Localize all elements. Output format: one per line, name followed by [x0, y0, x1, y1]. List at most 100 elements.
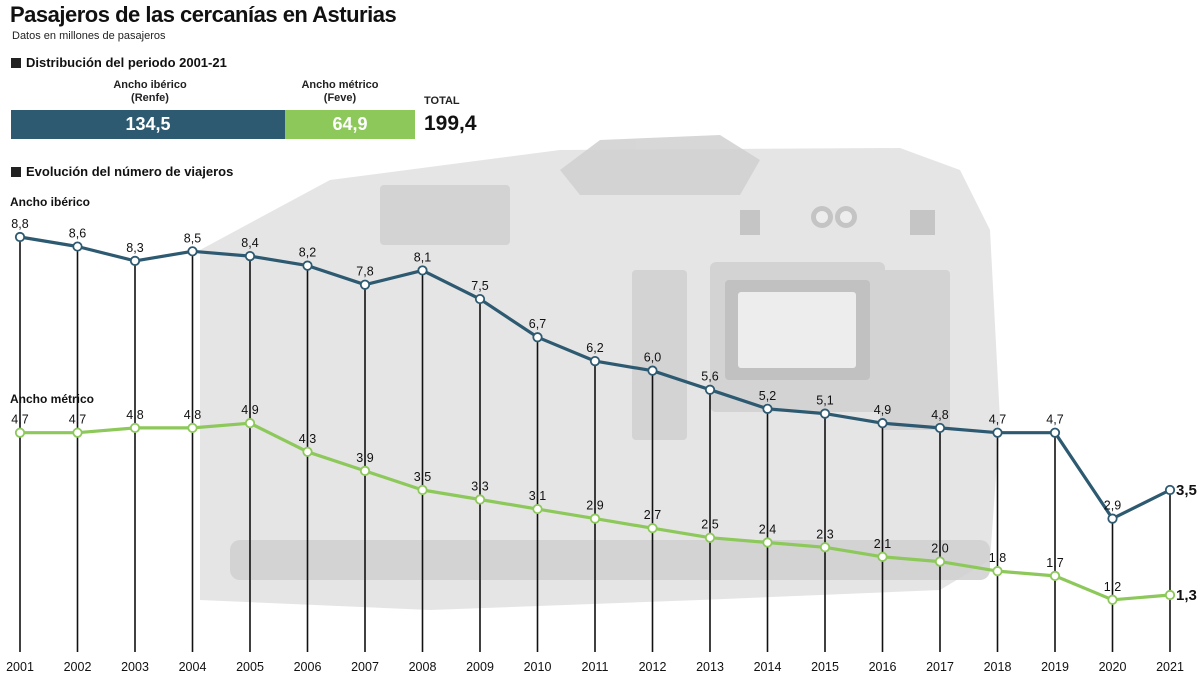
- iberico-segment-operator: (Renfe): [131, 92, 169, 104]
- data-label: 8,1: [414, 250, 431, 264]
- data-label: 3,5: [414, 470, 431, 484]
- data-label: 5,1: [816, 394, 833, 408]
- x-tick-label: 2011: [582, 660, 609, 674]
- data-label: 5,2: [759, 389, 776, 403]
- data-label: 4,9: [874, 403, 891, 417]
- data-point: [704, 384, 716, 395]
- data-point: [1049, 570, 1061, 582]
- data-point: [647, 523, 658, 534]
- data-label: 2,5: [701, 518, 718, 532]
- section-square-icon: [11, 166, 21, 177]
- data-label: 4,7: [989, 413, 1006, 427]
- metrico-segment-bar: 64,9: [285, 110, 415, 139]
- x-tick-label: 2012: [639, 660, 667, 674]
- data-label: 4,7: [1046, 413, 1063, 427]
- data-label: 8,2: [299, 246, 316, 260]
- data-label: 5,6: [701, 370, 718, 384]
- data-point: [762, 537, 773, 548]
- data-point: [417, 265, 428, 276]
- series-name-label: Ancho métrico: [10, 392, 94, 406]
- data-point: [762, 403, 773, 414]
- total-label: TOTAL: [424, 95, 460, 107]
- data-label: 1,7: [1046, 556, 1063, 570]
- data-label: 3,5: [1176, 482, 1197, 499]
- data-label: 3,1: [529, 489, 546, 503]
- data-point: [1164, 589, 1176, 601]
- data-label: 4,8: [184, 408, 201, 422]
- metrico-segment-value: 64,9: [332, 114, 368, 134]
- data-label: 1,8: [989, 551, 1006, 565]
- data-point: [819, 408, 831, 419]
- data-point: [14, 427, 26, 438]
- data-point: [992, 566, 1003, 577]
- data-label: 2,9: [1104, 499, 1121, 513]
- x-tick-label: 2004: [179, 660, 207, 674]
- x-tick-label: 2017: [926, 660, 954, 674]
- chart-subtitle: Datos en millones de pasajeros: [12, 30, 166, 42]
- data-label: 3,9: [356, 451, 373, 465]
- metrico-segment-label: Ancho métrico (Feve): [285, 79, 395, 105]
- data-point: [877, 551, 888, 562]
- data-point: [1107, 513, 1118, 524]
- series-name-label: Ancho ibérico: [10, 195, 90, 209]
- data-point: [532, 503, 543, 515]
- x-tick-label: 2010: [524, 660, 552, 674]
- data-label: 8,8: [11, 217, 28, 231]
- data-label: 2,9: [586, 499, 603, 513]
- data-label: 2,3: [816, 527, 833, 541]
- data-label: 6,7: [529, 317, 546, 331]
- data-label: 4,7: [11, 413, 28, 427]
- data-point: [589, 356, 601, 367]
- x-tick-label: 2006: [294, 660, 322, 674]
- x-tick-label: 2008: [409, 660, 437, 674]
- evolution-heading-text: Evolución del número de viajeros: [26, 164, 234, 179]
- x-tick-label: 2018: [984, 660, 1012, 674]
- data-label: 2,1: [874, 537, 891, 551]
- x-tick-label: 2003: [121, 660, 149, 674]
- metrico-segment-operator: (Feve): [323, 92, 357, 104]
- data-point: [1049, 427, 1061, 438]
- data-point: [819, 542, 831, 553]
- data-label: 8,4: [241, 236, 258, 250]
- x-tick-label: 2019: [1041, 660, 1069, 674]
- data-point: [359, 279, 371, 290]
- x-tick-label: 2013: [696, 660, 724, 674]
- data-point: [359, 465, 371, 476]
- x-tick-label: 2020: [1099, 660, 1127, 674]
- data-point: [302, 260, 313, 271]
- iberico-segment-name: Ancho ibérico: [113, 79, 187, 91]
- data-label: 7,5: [471, 279, 488, 293]
- data-point: [934, 556, 946, 567]
- data-label: 8,6: [69, 227, 86, 241]
- data-point: [72, 427, 83, 438]
- data-point: [589, 513, 601, 524]
- data-point: [187, 422, 198, 434]
- iberico-segment-value: 134,5: [125, 114, 171, 134]
- data-label: 1,3: [1176, 587, 1197, 604]
- iberico-segment-label: Ancho ibérico (Renfe): [95, 79, 205, 105]
- x-tick-label: 2009: [466, 660, 494, 674]
- data-label: 2,4: [759, 522, 776, 536]
- data-point: [877, 418, 888, 429]
- data-point: [187, 246, 198, 257]
- data-point: [417, 484, 428, 496]
- data-point: [474, 293, 486, 305]
- x-tick-label: 2021: [1156, 660, 1184, 674]
- data-point: [129, 255, 141, 266]
- data-point: [14, 231, 26, 243]
- x-tick-label: 2005: [236, 660, 264, 674]
- data-label: 4,7: [69, 413, 86, 427]
- iberico-segment-bar: 134,5: [11, 110, 285, 139]
- metrico-segment-name: Ancho métrico: [301, 79, 379, 91]
- data-label: 4,9: [241, 403, 258, 417]
- data-point: [704, 532, 716, 543]
- data-label: 8,5: [184, 231, 201, 245]
- evolution-heading: Evolución del número de viajeros: [11, 164, 233, 179]
- data-label: 1,2: [1104, 580, 1121, 594]
- chart-title: Pasajeros de las cercanías en Asturias: [10, 2, 397, 27]
- data-label: 6,0: [644, 351, 661, 365]
- data-point: [647, 365, 658, 376]
- data-point: [474, 494, 486, 505]
